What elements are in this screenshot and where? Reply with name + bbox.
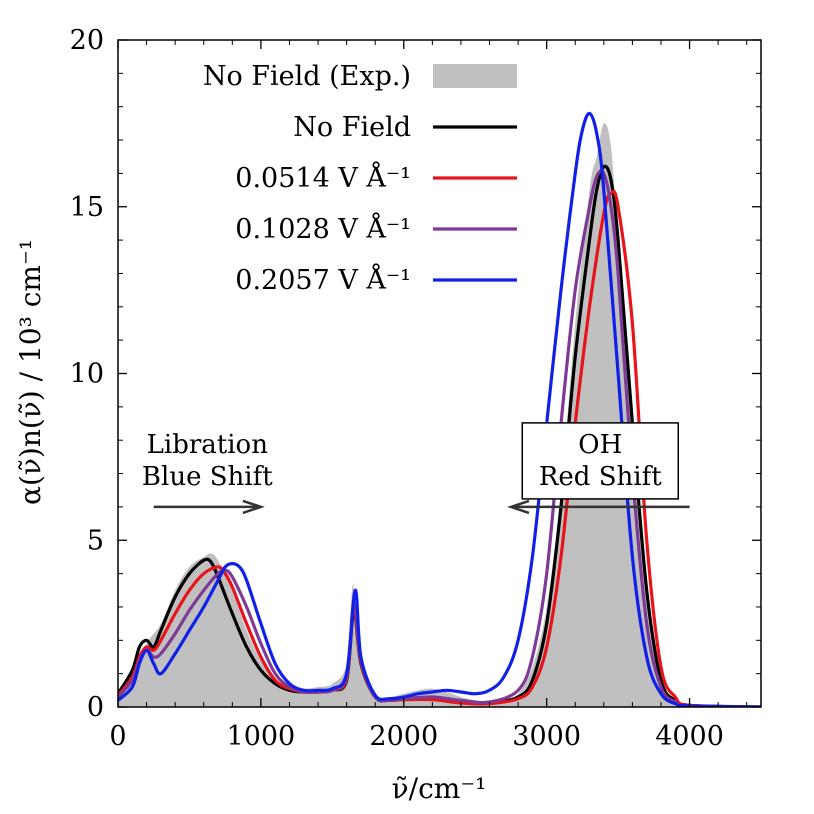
annotation-1-box <box>521 422 679 500</box>
legend: No Field (Exp.) No Field 0.0514 V Å⁻¹ 0.102… <box>203 61 517 296</box>
legend-swatch-0 <box>433 64 517 88</box>
annotation-0-line-1: Blue Shift <box>142 462 273 492</box>
y-tick-label-3: 15 <box>70 192 104 223</box>
series-3-line <box>118 169 761 707</box>
annotation-1-line-1: Red Shift <box>539 462 662 492</box>
y-axis-label: α(ν̃)n(ν̃) / 10³ cm⁻¹ <box>14 239 47 505</box>
x-axis-label: ν̃/cm⁻¹ <box>392 772 487 805</box>
annotation-0-line-0: Libration <box>147 430 269 460</box>
annotation-1-arrow-head <box>506 499 530 515</box>
annotation-1-line-0: OH <box>578 430 622 460</box>
legend-label-4: 0.2057 V Å⁻¹ <box>235 263 411 296</box>
axes: 0 1000 2000 3000 4000 0 5 10 15 20 <box>70 25 762 752</box>
legend-label-1: No Field <box>293 112 411 143</box>
y-tick-label-2: 10 <box>70 359 104 390</box>
y-tick-label-4: 20 <box>70 25 104 56</box>
line-layer <box>118 111 761 707</box>
x-tick-label-4: 4000 <box>655 721 724 752</box>
legend-label-3: 0.1028 V Å⁻¹ <box>235 212 411 245</box>
x-tick-label-3: 3000 <box>512 721 581 752</box>
area-layer <box>118 123 761 707</box>
y-tick-label-1: 5 <box>87 525 104 556</box>
series-4-line <box>118 111 761 707</box>
legend-label-2: 0.0514 V Å⁻¹ <box>235 161 411 194</box>
annotation-0-arrow-head <box>242 499 265 515</box>
x-tick-label-2: 2000 <box>369 721 438 752</box>
series-0-area <box>118 123 761 707</box>
y-tick-label-0: 0 <box>87 692 104 723</box>
x-tick-label-1: 1000 <box>227 721 296 752</box>
legend-label-0: No Field (Exp.) <box>203 61 411 92</box>
x-tick-label-0: 0 <box>109 721 126 752</box>
